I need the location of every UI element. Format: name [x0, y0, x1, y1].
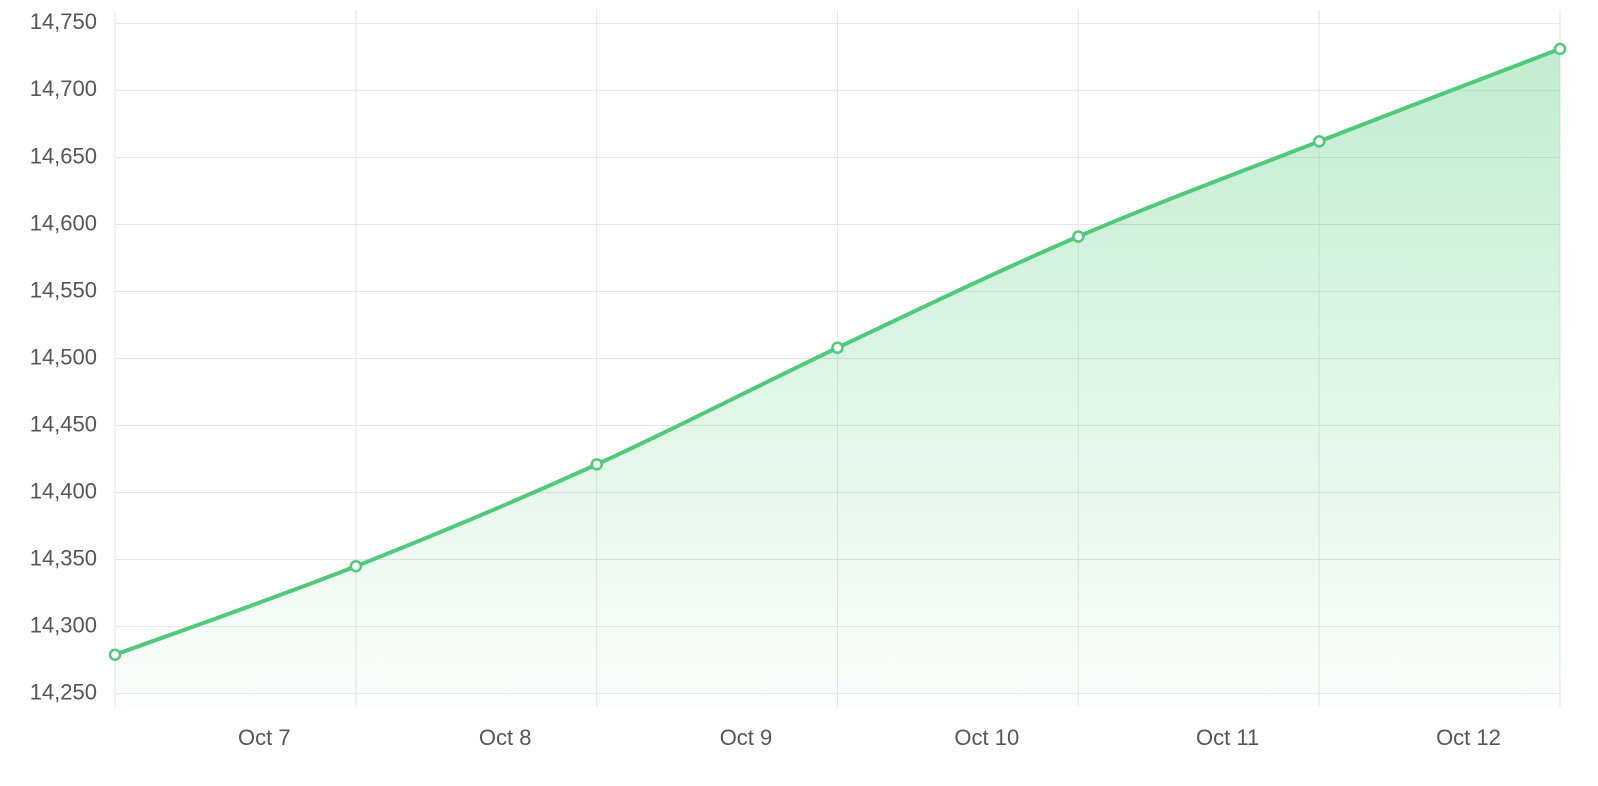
data-point[interactable] — [1073, 232, 1083, 242]
y-axis-label: 14,650 — [30, 143, 97, 168]
y-axis-label: 14,450 — [30, 411, 97, 436]
y-axis-label: 14,750 — [30, 9, 97, 34]
x-axis-label: Oct 11 — [1196, 725, 1259, 750]
area-chart: 14,250 14,300 14,350 14,400 14,450 14,500 14,5… — [0, 0, 1598, 786]
data-point[interactable] — [110, 650, 120, 660]
x-axis-label: Oct 9 — [720, 725, 773, 750]
y-axis-label: 14,250 — [30, 679, 97, 704]
x-axis-label: Oct 12 — [1436, 725, 1501, 750]
y-axis-label: 14,500 — [30, 344, 97, 369]
data-point[interactable] — [351, 561, 361, 571]
y-axis-label: 14,300 — [30, 612, 97, 637]
data-point[interactable] — [1314, 136, 1324, 146]
data-point[interactable] — [833, 343, 843, 353]
y-axis-label: 14,400 — [30, 478, 97, 503]
y-axis-label: 14,600 — [30, 210, 97, 235]
x-axis-label: Oct 7 — [238, 725, 291, 750]
y-axis-label: 14,700 — [30, 76, 97, 101]
y-axis-label: 14,550 — [30, 277, 97, 302]
x-axis-label: Oct 10 — [954, 725, 1019, 750]
data-point[interactable] — [592, 459, 602, 469]
y-axis-label: 14,350 — [30, 545, 97, 570]
x-axis-label: Oct 8 — [479, 725, 532, 750]
data-point[interactable] — [1555, 44, 1565, 54]
